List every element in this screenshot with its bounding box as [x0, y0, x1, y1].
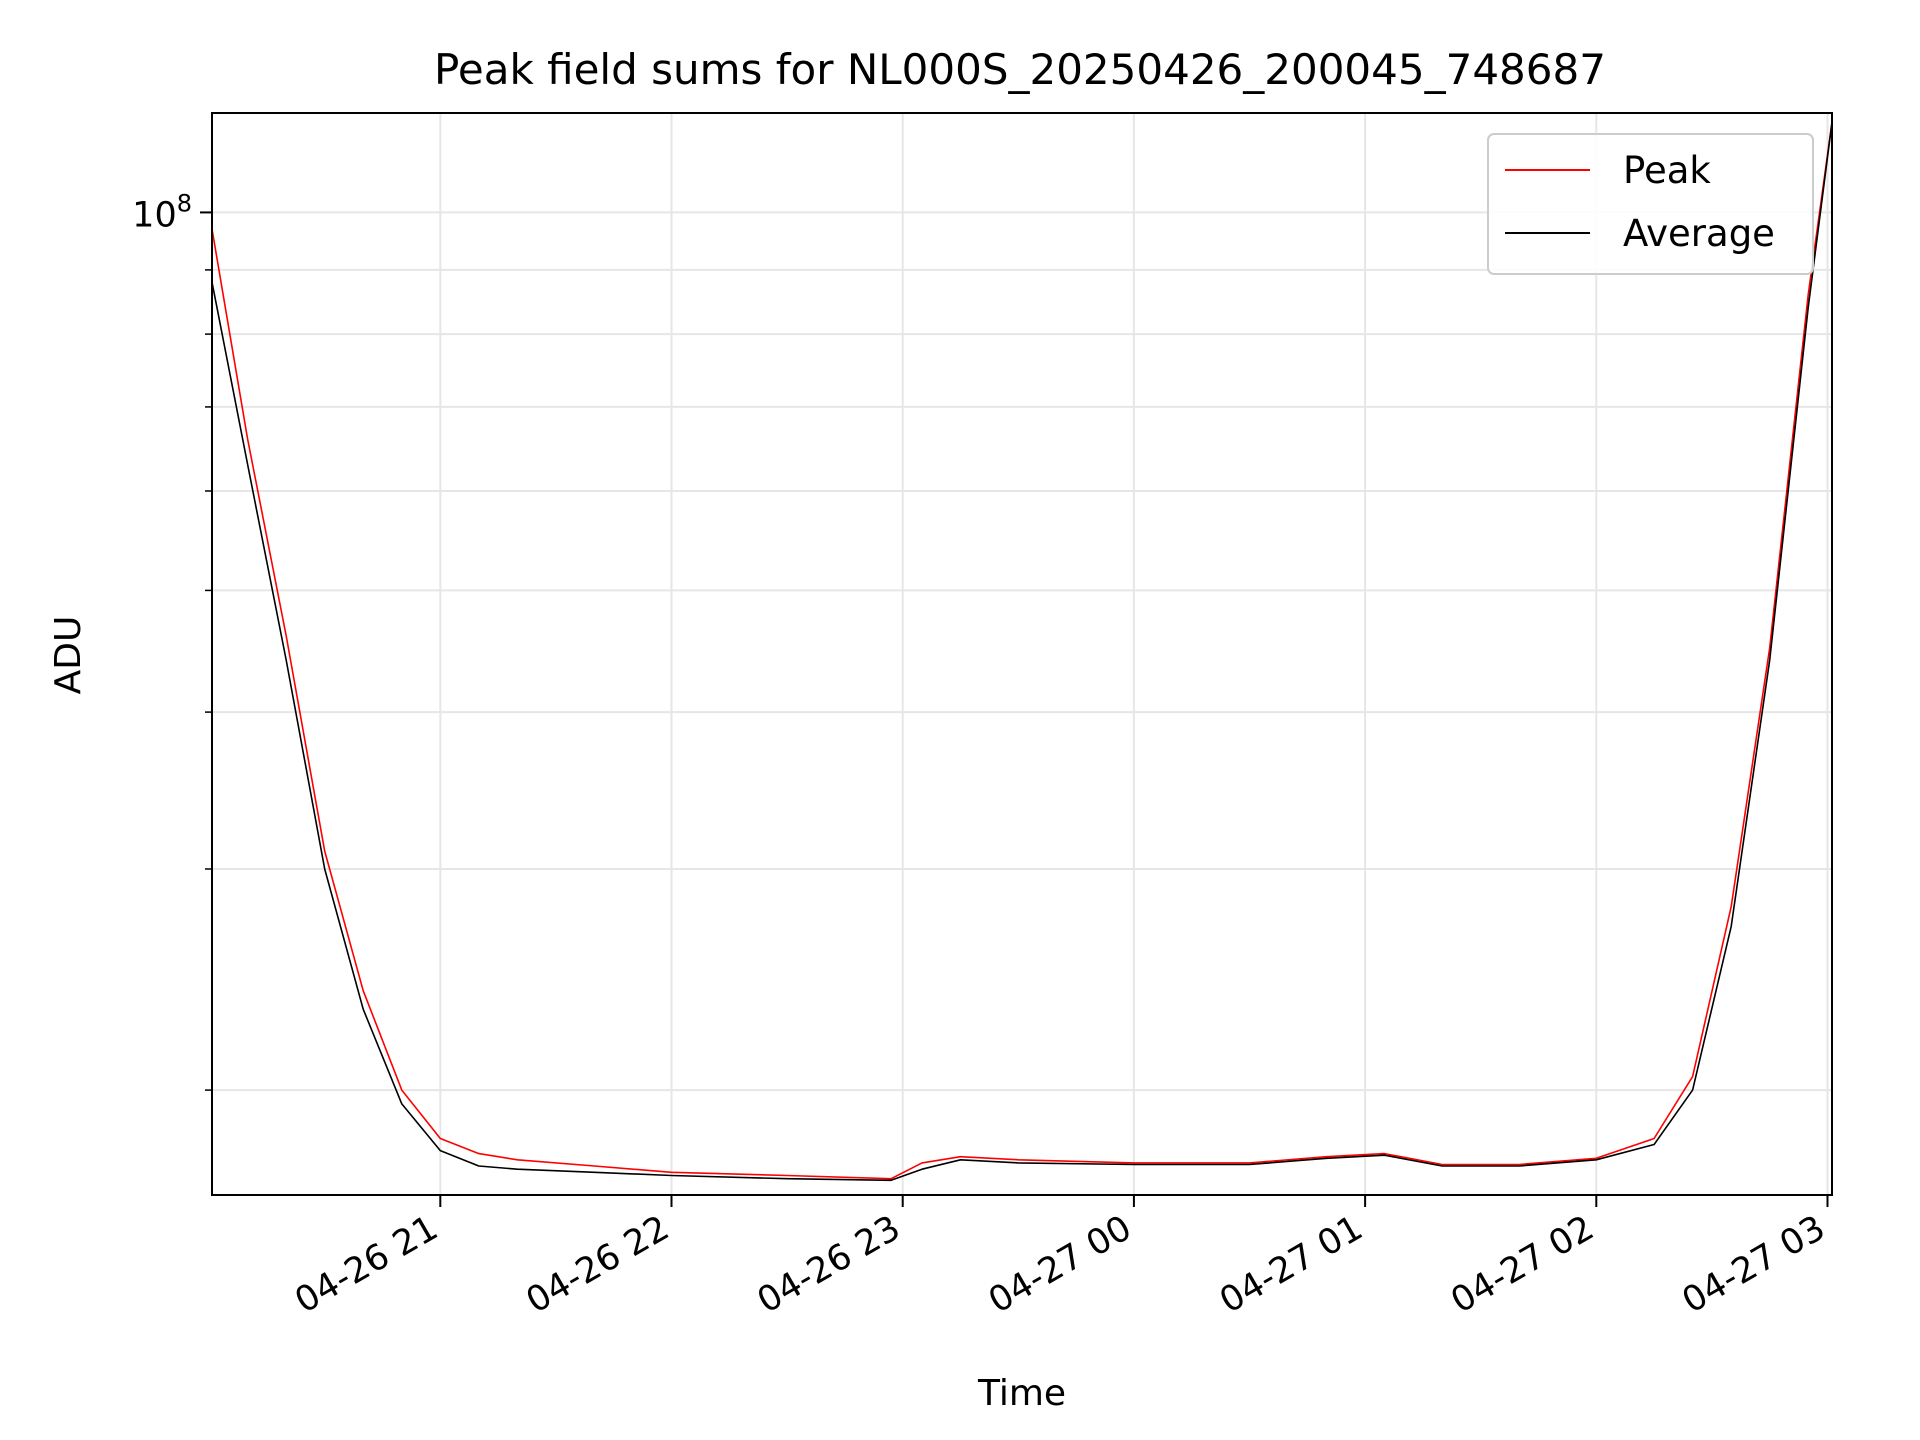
y-axis-label: ADU	[48, 616, 89, 695]
legend: Peak Average	[1487, 133, 1814, 275]
legend-average-label: Average	[1623, 212, 1775, 255]
series-line-peak	[211, 122, 1833, 1180]
series-line-average	[211, 122, 1833, 1182]
plot-frame	[211, 112, 1833, 1196]
chart-title: Peak field sums for NL000S_20250426_2000…	[434, 45, 1606, 94]
grid	[212, 113, 1832, 1195]
legend-peak-label: Peak	[1623, 149, 1711, 192]
y-tick-label: 108	[132, 189, 192, 235]
series-lines	[211, 122, 1833, 1182]
x-axis-label: Time	[977, 1373, 1066, 1414]
